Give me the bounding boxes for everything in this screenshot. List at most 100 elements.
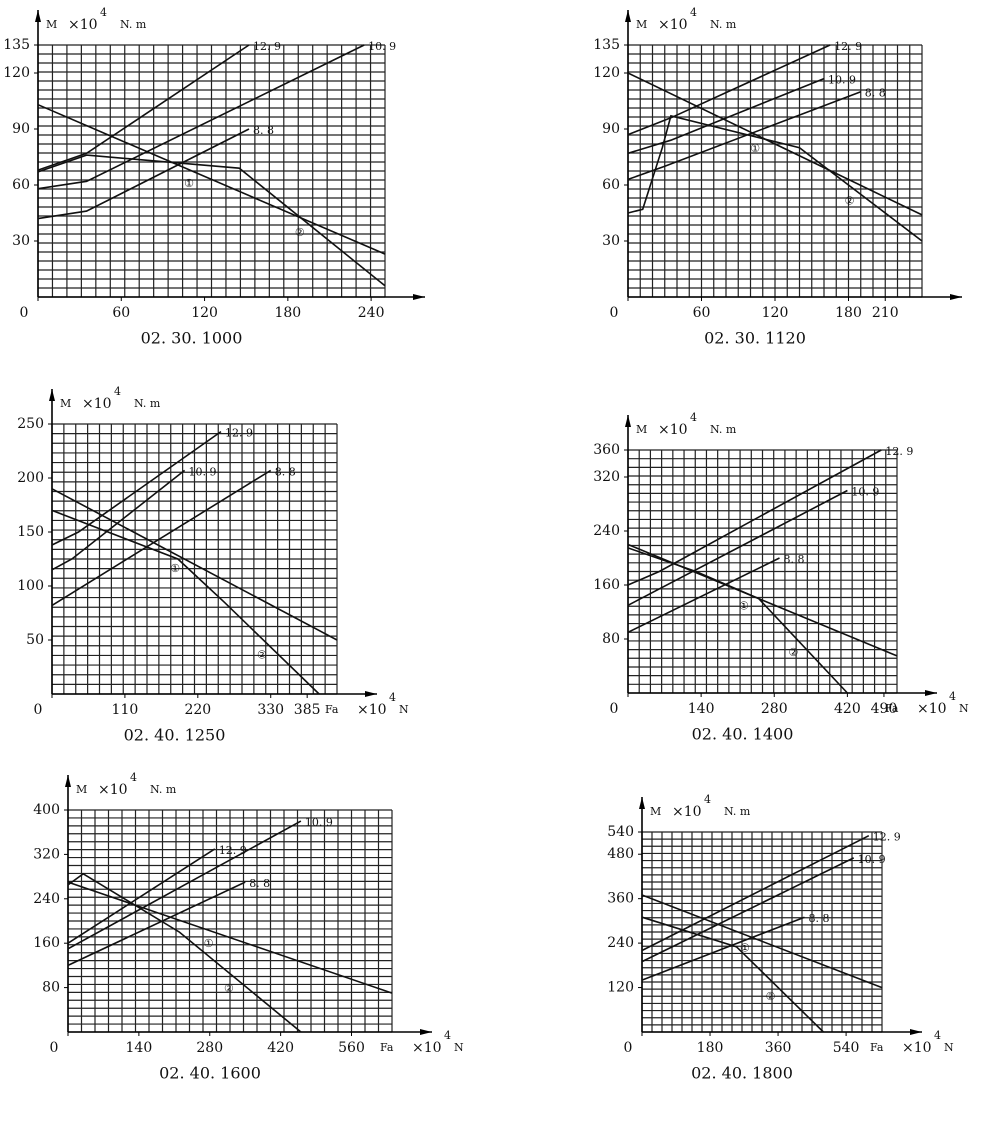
series-line: [37, 44, 365, 190]
series-line: [37, 103, 386, 255]
y-unit: ×10: [672, 804, 702, 820]
x-tick-label: 490: [871, 701, 898, 717]
y-tick-label: 30: [12, 233, 30, 249]
series-line: [627, 77, 825, 155]
y-unit: ×10: [658, 422, 688, 438]
y-tick-label: 320: [593, 469, 620, 485]
series-label: 8. 8: [253, 124, 274, 137]
x-axis-label: Fa: [870, 1041, 884, 1054]
y-unit: ×10: [98, 782, 128, 798]
x-tick-label: 385: [294, 702, 321, 718]
x-tick-label: 360: [765, 1040, 792, 1056]
series-line: [641, 916, 824, 1033]
y-tick-label: 320: [33, 846, 60, 862]
series-label: ②: [766, 990, 776, 1003]
series-label: ②: [257, 649, 267, 662]
series-line: [627, 449, 882, 586]
x-axis-arrow: [365, 691, 377, 697]
y-tick-label: 360: [593, 442, 620, 458]
x-axis-label: Fa: [885, 702, 899, 715]
series-label: 8. 8: [783, 553, 804, 566]
series-label: ①: [740, 942, 750, 955]
series-line: [51, 430, 222, 546]
series-line: [641, 834, 870, 952]
series-line: [641, 894, 883, 989]
y-unit: ×10: [658, 17, 688, 33]
x-tick-label: 60: [693, 305, 711, 321]
x-tick-label: 180: [835, 305, 862, 321]
x-axis-arrow: [420, 1029, 432, 1035]
y-axis-arrow: [65, 775, 71, 787]
series-line: [627, 114, 923, 242]
x-axis-label: Fa: [325, 703, 339, 716]
x-tick-label: 140: [688, 701, 715, 717]
y-axis-arrow: [625, 415, 631, 427]
grid: [37, 44, 386, 298]
y-tick-label: 200: [17, 470, 44, 486]
y-tick-label: 100: [17, 578, 44, 594]
chart-title: 02. 40. 1600: [159, 1064, 261, 1083]
series-label: ②: [295, 226, 305, 239]
y-axis-arrow: [35, 10, 41, 22]
y-tick-label: 480: [607, 846, 634, 862]
series-line: [37, 128, 250, 220]
y-unit-power: 4: [704, 793, 711, 806]
x-unit: ×10: [357, 702, 387, 718]
x-unit-power: 4: [444, 1029, 451, 1042]
x-tick-label: 180: [697, 1040, 724, 1056]
x-unit-suffix: N: [959, 702, 969, 715]
y-unit-power: 4: [690, 411, 697, 424]
series-line: [627, 72, 923, 216]
x-unit: ×10: [902, 1040, 932, 1056]
grid: [627, 44, 923, 298]
series-line: [51, 488, 338, 641]
series-label: ①: [739, 600, 749, 613]
x-unit-power: 4: [934, 1029, 941, 1042]
series-label: ①: [750, 142, 760, 155]
y-unit-suffix: N. m: [120, 18, 147, 31]
x-axis-arrow: [950, 294, 962, 300]
y-unit-power: 4: [100, 6, 107, 19]
x-tick-label: 120: [191, 305, 218, 321]
series-label: ①: [204, 937, 214, 950]
x-unit-power: 4: [389, 691, 396, 704]
x-tick-label: 0: [34, 702, 43, 718]
x-tick-label: 280: [196, 1040, 223, 1056]
y-tick-label: 60: [602, 177, 620, 193]
y-tick-label: 400: [33, 802, 60, 818]
x-tick-label: 180: [274, 305, 301, 321]
x-unit-suffix: N: [454, 1041, 464, 1054]
y-tick-label: 540: [607, 824, 634, 840]
series-line: [627, 557, 780, 634]
series-line: [67, 820, 302, 950]
x-tick-label: 140: [126, 1040, 153, 1056]
x-tick-label: 240: [358, 305, 385, 321]
chart-title: 02. 30. 1000: [141, 329, 243, 348]
y-tick-label: 80: [42, 980, 60, 996]
y-axis-label: M: [60, 397, 71, 410]
x-tick-label: 280: [761, 701, 788, 717]
y-axis-label: M: [636, 18, 647, 31]
x-tick-label: 110: [112, 702, 139, 718]
series-label: 10. 9: [368, 40, 396, 53]
x-tick-label: 540: [833, 1040, 860, 1056]
series-line: [627, 90, 862, 181]
x-unit-suffix: N: [399, 703, 409, 716]
series-label: 12. 9: [225, 427, 253, 440]
x-axis-arrow: [910, 1029, 922, 1035]
x-unit-power: 4: [949, 690, 956, 703]
series-line: [67, 872, 302, 1033]
chart-title: 02. 40. 1400: [692, 725, 794, 744]
series-label: 12. 9: [834, 40, 862, 53]
x-tick-label: 210: [872, 305, 899, 321]
x-tick-label: 330: [257, 702, 284, 718]
series-line: [51, 469, 272, 607]
x-tick-label: 0: [610, 701, 619, 717]
y-unit-suffix: N. m: [150, 783, 177, 796]
y-tick-label: 160: [33, 935, 60, 951]
series-line: [51, 509, 320, 695]
y-unit-power: 4: [690, 6, 697, 19]
x-unit: ×10: [412, 1040, 442, 1056]
series-label: 10. 9: [851, 486, 879, 499]
